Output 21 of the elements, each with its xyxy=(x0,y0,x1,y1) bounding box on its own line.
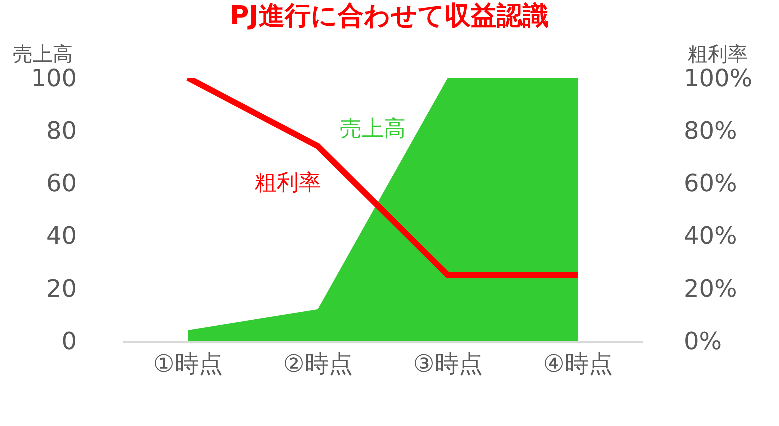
y2-tick-label: 0% xyxy=(684,327,722,356)
y2-tick-label: 60% xyxy=(684,170,738,198)
chart-title: PJ進行に合わせて収益認識 xyxy=(230,2,549,32)
x-tick-label: ④時点 xyxy=(543,350,613,378)
x-tick-label: ②時点 xyxy=(283,350,353,378)
y2-tick-label: 80% xyxy=(684,117,738,145)
y-tick-label: 80 xyxy=(46,117,77,145)
y-tick-label: 0 xyxy=(62,327,77,356)
y-tick-label: 20 xyxy=(46,274,77,303)
y-tick-label: 60 xyxy=(46,170,77,198)
series-label: 売上高 xyxy=(340,117,406,142)
x-tick-label: ③時点 xyxy=(413,350,483,378)
y-tick-label: 40 xyxy=(46,222,77,250)
x-tick-label: ①時点 xyxy=(153,350,223,378)
y2-tick-label: 100% xyxy=(684,64,753,92)
y2-tick-label: 20% xyxy=(684,274,738,303)
y-tick-label: 100 xyxy=(31,64,77,92)
series-label: 粗利率 xyxy=(255,171,321,196)
y-axis-title: 売上高 xyxy=(13,42,73,66)
y2-axis-title: 粗利率 xyxy=(688,42,748,66)
y2-tick-label: 40% xyxy=(684,222,738,250)
